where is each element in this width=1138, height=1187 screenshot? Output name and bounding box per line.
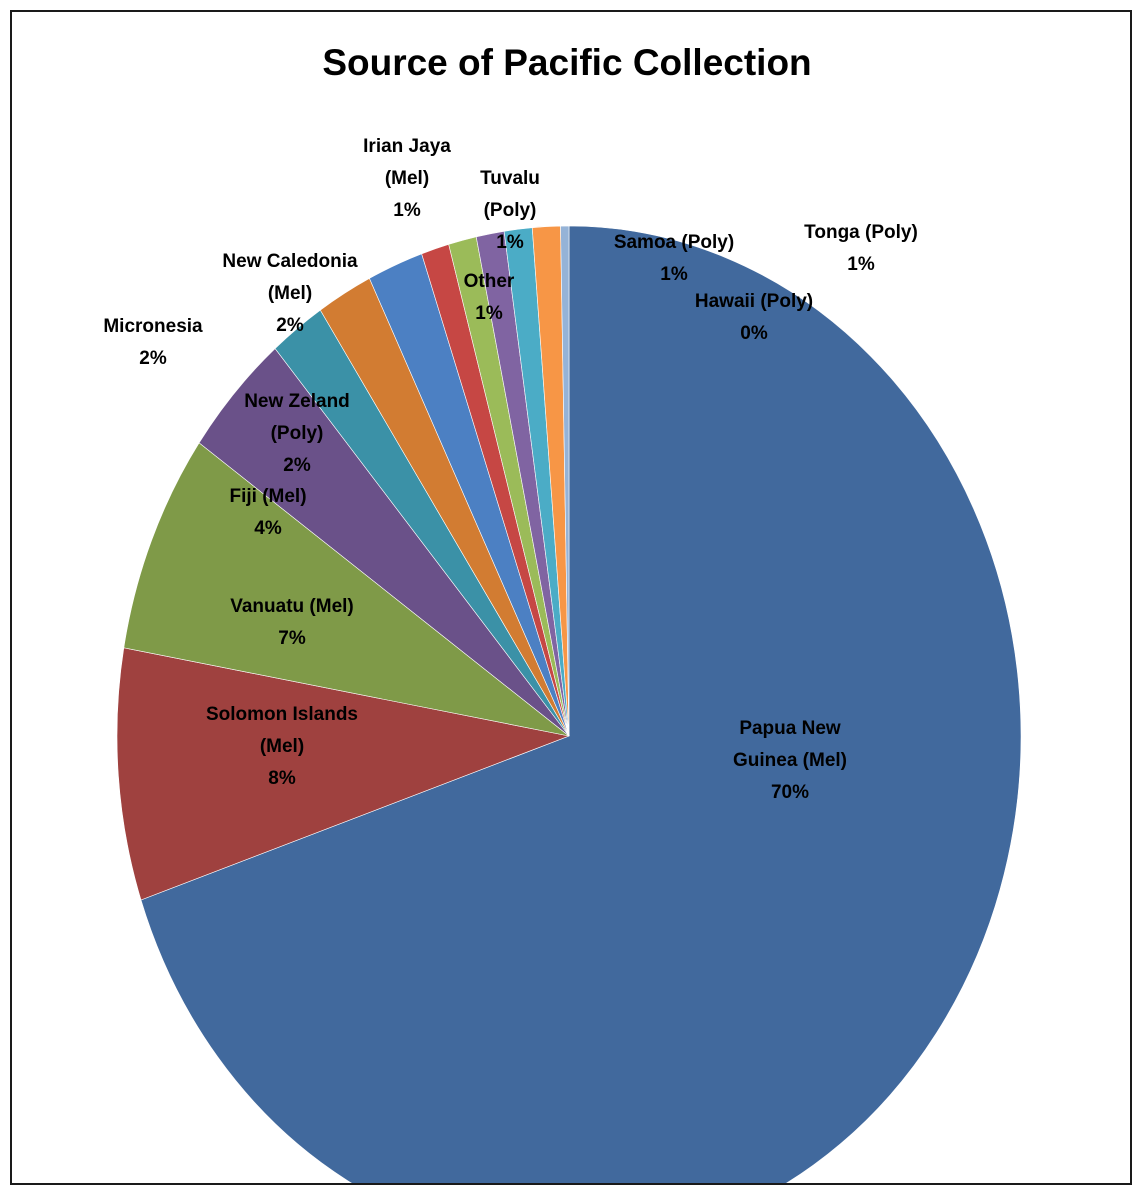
data-label-new-caledonia-mel: New Caledonia (Mel) 2% — [222, 251, 358, 336]
pie-slice-papua-new-guinea-mel — [140, 225, 1022, 1183]
data-label-tuvalu-poly: Tuvalu (Poly) 1% — [480, 168, 540, 253]
slice-labels: Papua New Guinea (Mel) 70% Solomon Islands(… — [103, 136, 917, 803]
data-label-fiji-mel: Fiji (Mel) 4% — [229, 486, 306, 539]
data-label-tonga-poly: Tonga (Poly) 1% — [804, 222, 918, 275]
data-label-solomon-islands-mel: Solomon Islands (Mel) 8% — [206, 704, 358, 789]
data-label-micronesia: Micronesia 2% — [103, 316, 203, 369]
pie-chart: Source of Pacific Collection Papua New Gu… — [103, 42, 1022, 1183]
data-label-papua-new-guinea-mel: Papua New Guinea (Mel) 70% — [733, 718, 847, 803]
chart-title: Source of Pacific Collection — [322, 42, 811, 83]
pie-slice-vanuatu-mel — [123, 442, 570, 737]
data-label-new-zeland-poly: New Zeland (Poly) 2% — [244, 391, 350, 476]
data-label-other: Other 1% — [464, 271, 515, 324]
data-label-irian-jaya-mel: Irian Jaya (Mel) 1% — [363, 136, 451, 221]
chart-frame: Source of Pacific Collection Papua New Gu… — [10, 10, 1132, 1185]
pie-slice-hawaii-poly — [560, 225, 570, 737]
data-label-vanuatu-mel: Vanuatu (Mel) 7% — [230, 596, 354, 649]
pie-slices — [116, 225, 1022, 1183]
data-label-samoa-poly: Samoa (Poly) 1% — [614, 232, 734, 285]
pie-slice-solomon-islands-mel — [116, 647, 571, 901]
data-label-hawaii-poly: Hawaii (Poly) 0% — [695, 291, 813, 344]
